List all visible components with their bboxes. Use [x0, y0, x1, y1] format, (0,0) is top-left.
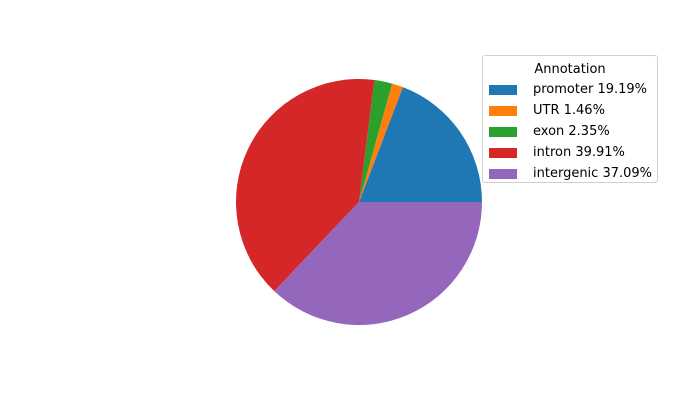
legend-label: exon 2.35%: [533, 124, 610, 139]
legend-item-intergenic: intergenic 37.09%: [483, 163, 657, 184]
legend-swatch: [489, 147, 517, 158]
legend: Annotation promoter 19.19% UTR 1.46% exon …: [482, 55, 658, 183]
pie-slice-exon: [359, 79, 393, 202]
legend-item-promoter: promoter 19.19%: [483, 79, 657, 100]
legend-swatch: [489, 126, 517, 137]
legend-label: promoter 19.19%: [533, 82, 648, 97]
legend-label: intergenic 37.09%: [533, 166, 653, 181]
legend-label: UTR 1.46%: [533, 103, 605, 118]
legend-swatch: [489, 105, 517, 116]
legend-title: Annotation: [534, 62, 606, 77]
legend-item-intron: intron 39.91%: [483, 142, 657, 163]
legend-label: intron 39.91%: [533, 145, 625, 160]
pie-slice-utr: [359, 83, 403, 202]
pie-slice-intergenic: [274, 202, 482, 325]
legend-item-exon: exon 2.35%: [483, 121, 657, 142]
legend-swatch: [489, 84, 517, 95]
legend-item-utr: UTR 1.46%: [483, 100, 657, 121]
pie-slice-intron: [236, 79, 375, 292]
legend-swatch: [489, 168, 517, 179]
pie-slice-promoter: [359, 87, 482, 202]
